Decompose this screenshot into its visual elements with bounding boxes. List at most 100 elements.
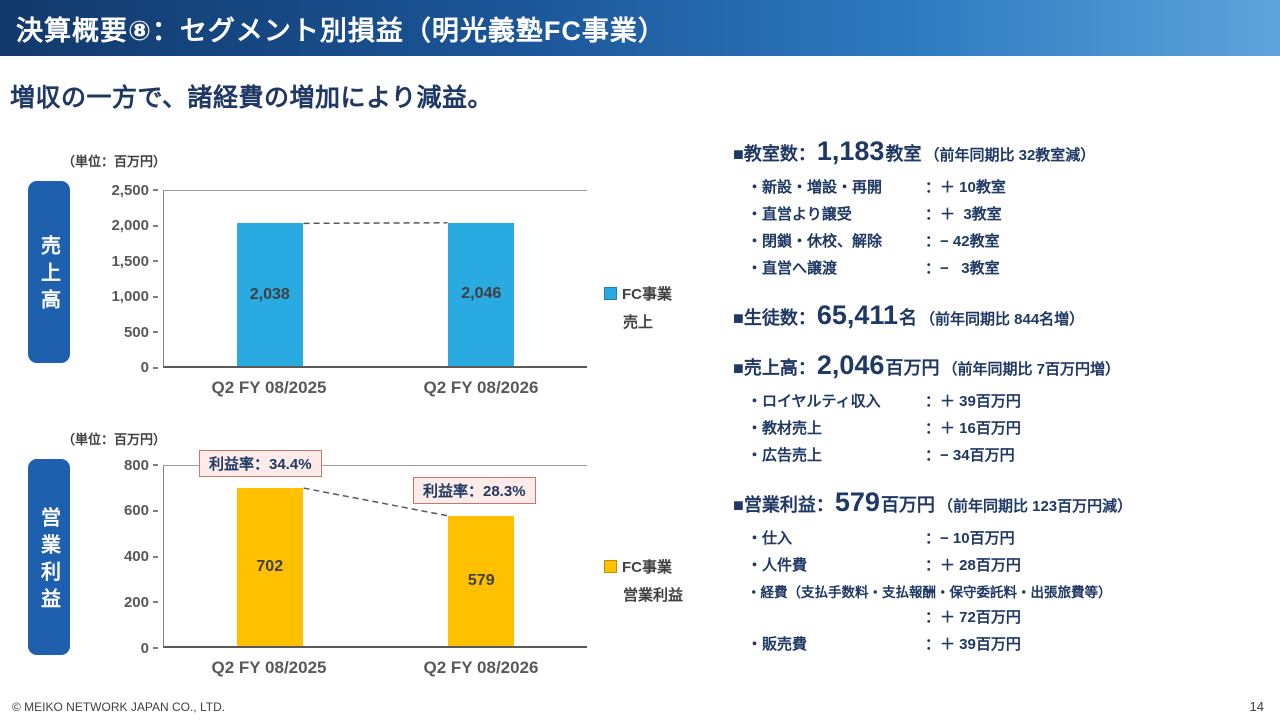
profit-bar-2025: 702 — [236, 488, 303, 646]
heading-unit: 名 — [898, 308, 917, 328]
profit-x-axis: Q2 FY 08/2025 Q2 FY 08/2026 — [163, 658, 587, 678]
sales-y-axis: 2,500 2,000 1,500 1,000 500 0 — [111, 181, 149, 377]
detail-label: ・仕入 — [747, 530, 793, 547]
detail-row: ・経費（支払手数料・支払報酬・保守委託料・出張旅費等） — [733, 578, 1278, 603]
detail-row: ・直営へ譲渡 ：− 3教室 — [733, 254, 1278, 281]
profit-y-axis: 800 600 400 200 0 — [123, 456, 149, 657]
detail-label: ・経費（支払手数料・支払報酬・保守委託料・出張旅費等） — [747, 584, 1112, 600]
detail-row: ・ロイヤルティ収入 ：＋ 39百万円 — [733, 387, 1278, 414]
detail-value: ：− 34百万円 — [925, 447, 1015, 464]
heading-unit: 教室 — [885, 144, 922, 164]
detail-value: ：＋ 39百万円 — [925, 636, 1021, 653]
legend-swatch-icon — [604, 287, 617, 300]
profit-unit-label: （単位：百万円） — [62, 432, 167, 447]
detail-value: ：＋ 72百万円 — [925, 609, 1021, 626]
detail-row: ・人件費 ：＋ 28百万円 — [733, 551, 1278, 578]
sales-axis-title: 売上高 — [28, 181, 70, 363]
detail-value: ：＋ 28百万円 — [925, 557, 1021, 574]
heading-number: 1,183 — [816, 136, 885, 166]
heading-unit: 百万円 — [880, 495, 935, 515]
sales-bar-2025: 2,038 — [236, 223, 303, 366]
section-sales: ■売上高： 2,046 百万円 （前年同期比 7百万円増） ・ロイヤルティ収入 … — [733, 350, 1278, 468]
page-title: 決算概要⑧：セグメント別損益（明光義塾FC事業） — [16, 15, 666, 46]
detail-value: ：− 42教室 — [925, 233, 1000, 250]
profit-axis-title: 営業利益 — [28, 459, 70, 655]
legend-label: FC事業 — [622, 286, 672, 303]
detail-value: ：＋ 16百万円 — [925, 420, 1021, 437]
detail-row: ・閉鎖・休校、解除 ：− 42教室 — [733, 227, 1278, 254]
sales-bar-value-2025: 2,038 — [249, 285, 290, 303]
profit-margin-badge-2025: 利益率：34.4% — [199, 450, 322, 477]
x-category-label: Q2 FY 08/2026 — [423, 378, 539, 397]
classrooms-heading: ■教室数： 1,183 教室 （前年同期比 32教室減） — [733, 136, 1278, 167]
detail-row: ・広告売上 ：− 34百万円 — [733, 441, 1278, 468]
heading-note: （前年同期比 123百万円減） — [937, 498, 1133, 515]
detail-value: ：＋ 10教室 — [925, 179, 1006, 196]
detail-label: ・新設・増設・再開 — [747, 179, 883, 196]
sales-heading: ■売上高： 2,046 百万円 （前年同期比 7百万円増） — [733, 350, 1278, 381]
operating-profit-chart: （単位：百万円） 営業利益 800 600 400 200 0 702 579 — [20, 423, 726, 708]
heading-unit: 百万円 — [885, 358, 940, 378]
sales-bar-value-2026: 2,046 — [461, 285, 502, 303]
profit-legend: FC事業 営業利益 — [604, 556, 683, 605]
section-classrooms: ■教室数： 1,183 教室 （前年同期比 32教室減） ・新設・増設・再開 ：… — [733, 136, 1278, 281]
profit-bar-slot-2026: 579 — [376, 466, 588, 646]
detail-value: ：＋ 3教室 — [925, 206, 1002, 223]
highlights-panel: ■教室数： 1,183 教室 （前年同期比 32教室減） ・新設・増設・再開 ：… — [733, 136, 1278, 676]
sales-bar-slot-2026: 2,046 — [376, 191, 588, 366]
detail-row: ・販売費 ：＋ 39百万円 — [733, 630, 1278, 657]
legend-label: 営業利益 — [623, 587, 684, 604]
heading-note: （前年同期比 844名増） — [919, 311, 1085, 328]
detail-label: ・直営より譲受 — [747, 206, 852, 223]
slide-subtitle: 増収の一方で、諸経費の増加により減益。 — [10, 84, 494, 112]
sales-bar-slot-2025: 2,038 — [164, 191, 376, 366]
detail-label: ・広告売上 — [747, 447, 823, 464]
profit-bar-value-2026: 579 — [467, 571, 495, 589]
section-operating-profit: ■営業利益： 579 百万円 （前年同期比 123百万円減） ・仕入 ：− 10… — [733, 487, 1278, 657]
legend-label: FC事業 — [622, 559, 672, 576]
heading-note: （前年同期比 7百万円増） — [942, 361, 1120, 378]
profit-plot-wrap: 800 600 400 200 0 702 579 — [124, 450, 587, 677]
heading-number: 2,046 — [816, 350, 885, 380]
profit-bar-slot-2025: 702 — [164, 466, 376, 646]
profit-plot-area: 702 579 — [163, 465, 587, 648]
detail-row: ：＋ 72百万円 — [733, 603, 1278, 630]
detail-value: ：− 3教室 — [925, 260, 1000, 277]
sales-plot-wrap: 2,500 2,000 1,500 1,000 500 0 2,038 2,04… — [111, 182, 587, 397]
heading-number: 579 — [834, 487, 880, 517]
sales-legend: FC事業 売上 — [604, 283, 672, 332]
heading-note: （前年同期比 32教室減） — [924, 147, 1096, 164]
copyright-text: © MEIKO NETWORK JAPAN CO., LTD. — [12, 700, 226, 714]
students-heading: ■生徒数： 65,411 名 （前年同期比 844名増） — [733, 300, 1278, 331]
sales-plot-area: 2,038 2,046 — [163, 190, 587, 368]
x-category-label: Q2 FY 08/2026 — [423, 658, 539, 677]
detail-value: ：＋ 39百万円 — [925, 393, 1021, 410]
detail-row: ・仕入 ：− 10百万円 — [733, 524, 1278, 551]
detail-label: ・ロイヤルティ収入 — [747, 393, 881, 410]
x-category-label: Q2 FY 08/2025 — [211, 378, 327, 397]
heading-prefix: ■教室数： — [733, 144, 816, 164]
detail-row: ・教材売上 ：＋ 16百万円 — [733, 414, 1278, 441]
detail-value: ：− 10百万円 — [925, 530, 1015, 547]
heading-prefix: ■生徒数： — [733, 308, 816, 328]
sales-bar-2026: 2,046 — [448, 222, 515, 366]
page-number: 14 — [1249, 699, 1264, 714]
section-students: ■生徒数： 65,411 名 （前年同期比 844名増） — [733, 300, 1278, 331]
slide-header: 決算概要⑧：セグメント別損益（明光義塾FC事業） — [0, 0, 1280, 56]
profit-bar-2026: 579 — [448, 515, 515, 646]
legend-swatch-icon — [604, 560, 617, 573]
sales-unit-label: （単位：百万円） — [62, 154, 167, 169]
heading-number: 65,411 — [816, 300, 898, 330]
detail-label: ・閉鎖・休校、解除 — [747, 233, 883, 250]
detail-label: ・販売費 — [747, 636, 808, 653]
sales-x-axis: Q2 FY 08/2025 Q2 FY 08/2026 — [163, 378, 587, 398]
sales-chart: （単位：百万円） 売上高 2,500 2,000 1,500 1,000 500… — [20, 145, 726, 415]
detail-label: ・人件費 — [747, 557, 808, 574]
heading-prefix: ■営業利益： — [733, 495, 834, 515]
detail-label: ・教材売上 — [747, 420, 823, 437]
profit-bar-value-2025: 702 — [256, 558, 284, 576]
detail-row: ・直営より譲受 ：＋ 3教室 — [733, 200, 1278, 227]
heading-prefix: ■売上高： — [733, 358, 816, 378]
detail-label: ・直営へ譲渡 — [747, 260, 838, 277]
